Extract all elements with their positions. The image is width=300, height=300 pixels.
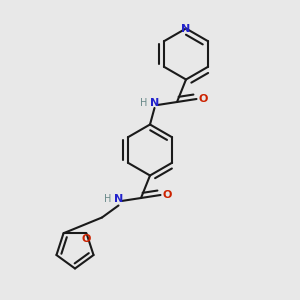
Text: N: N	[114, 194, 123, 205]
Text: N: N	[182, 23, 190, 34]
Text: N: N	[150, 98, 159, 109]
Text: O: O	[82, 234, 91, 244]
Text: O: O	[162, 190, 172, 200]
Text: H: H	[104, 194, 112, 205]
Text: H: H	[140, 98, 148, 109]
Text: O: O	[198, 94, 208, 104]
